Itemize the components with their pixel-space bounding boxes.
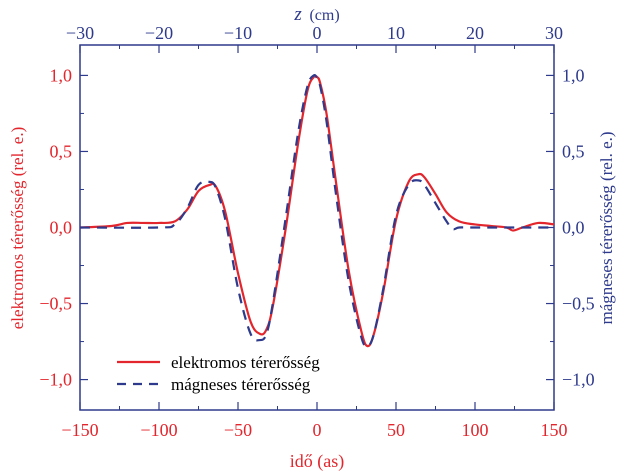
y-left-tick-label: −1,0 — [39, 370, 72, 390]
ticks: −150 −100 −50 0 50 100 150−30 −20 −10 0 10 20 301,0 1… — [39, 23, 594, 440]
legend: elektromos térerősség mágneses térerőssé… — [117, 353, 320, 394]
x-tick-label: 50 — [387, 420, 405, 440]
bottom-axis-label: idő (as) — [290, 451, 344, 472]
y-left-tick-label: 0,5 — [50, 141, 73, 161]
x-tick-label: −50 — [224, 420, 252, 440]
series-line-magnetic — [79, 74, 554, 348]
top-tick-label: 0 — [313, 23, 322, 43]
top-tick-label: −20 — [145, 23, 173, 43]
top-axis-label: z (cm) — [293, 4, 339, 25]
y-right-tick-label: −0,5 — [562, 294, 595, 314]
y-left-tick-label: −0,5 — [39, 294, 72, 314]
x-tick-label: −100 — [140, 420, 177, 440]
top-axis-variable: z — [293, 4, 302, 25]
x-tick-label: 100 — [462, 420, 489, 440]
legend-label-electric: elektromos térerősség — [171, 353, 320, 372]
x-tick-label: −150 — [61, 420, 98, 440]
y-right-tick-label: 1,0 — [562, 65, 585, 85]
top-tick-label: −30 — [66, 23, 94, 43]
legend-label-magnetic: mágneses térerősség — [171, 375, 311, 394]
x-tick-label: 0 — [313, 420, 322, 440]
y-left-tick-label: 1,0 — [50, 65, 73, 85]
top-tick-label: 30 — [545, 23, 563, 43]
top-axis-unit: (cm) — [309, 7, 339, 24]
right-axis-label: mágneses térerősség (rel. e.) — [597, 131, 616, 324]
top-tick-label: 10 — [387, 23, 405, 43]
x-tick-label: 150 — [541, 420, 568, 440]
y-left-tick-label: 0,0 — [50, 218, 73, 238]
top-tick-label: 20 — [466, 23, 484, 43]
top-tick-label: −10 — [224, 23, 252, 43]
y-right-tick-label: 0,5 — [562, 141, 585, 161]
y-right-tick-label: 0,0 — [562, 218, 585, 238]
y-right-tick-label: −1,0 — [562, 370, 595, 390]
series-line-electric — [79, 74, 555, 348]
left-axis-label: elektromos térerősség (rel. e.) — [8, 127, 27, 330]
curves — [79, 74, 555, 348]
